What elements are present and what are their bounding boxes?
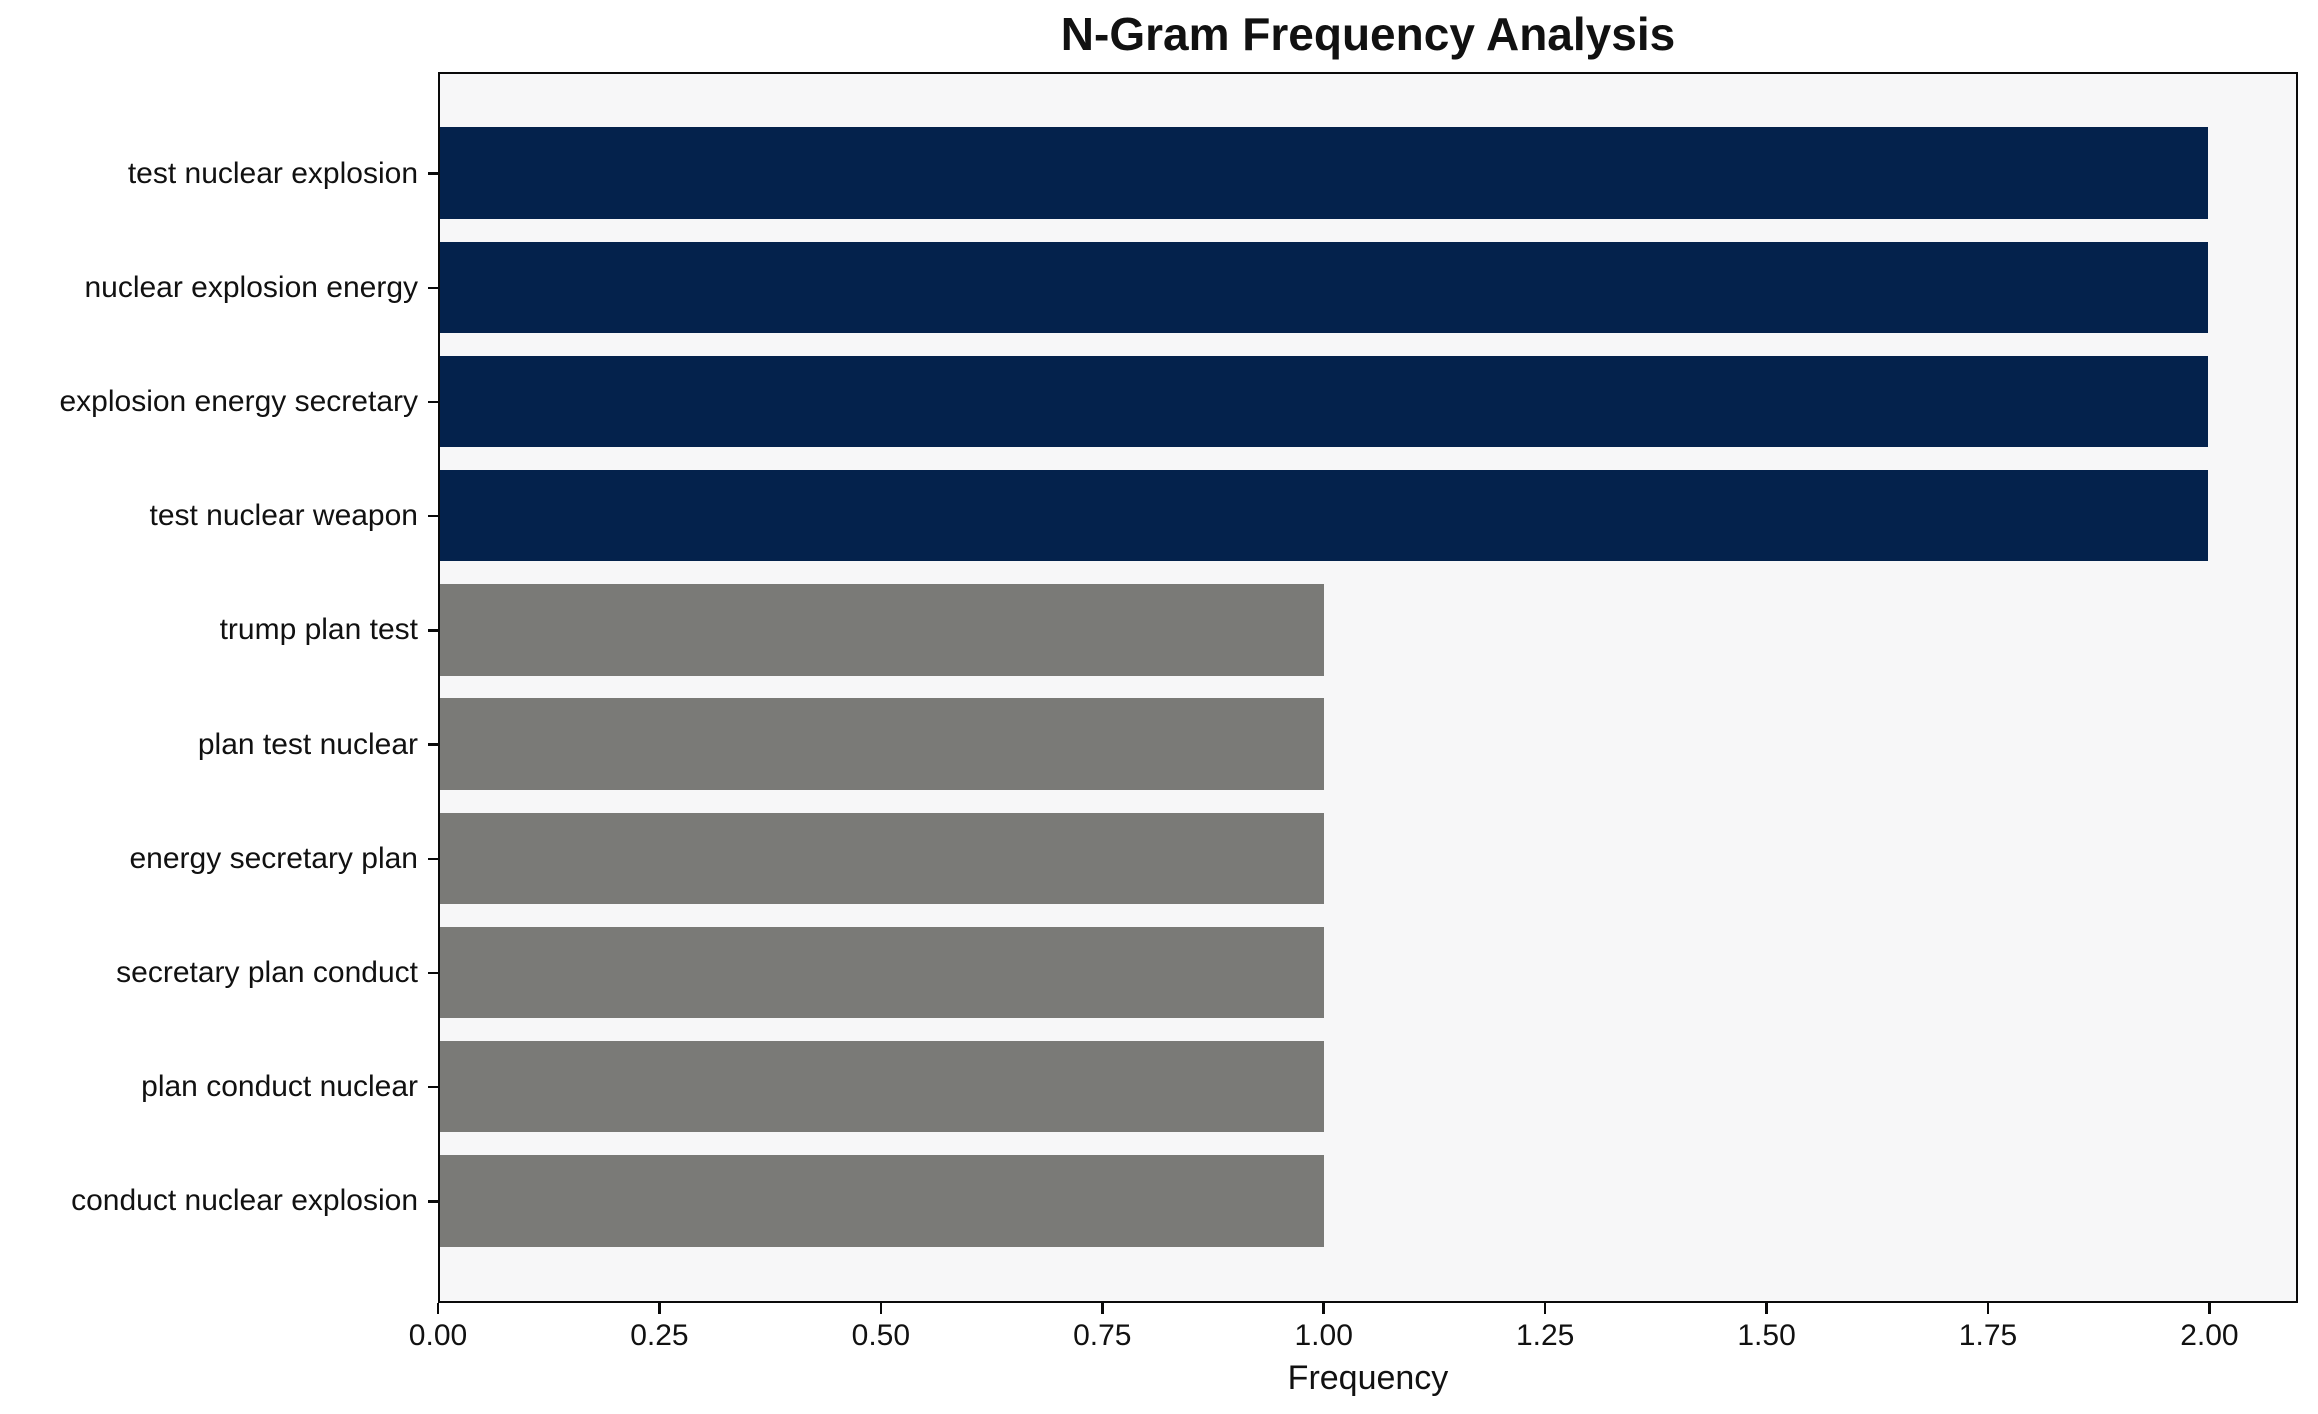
y-tick-mark xyxy=(428,629,438,632)
x-tick-label: 1.75 xyxy=(1958,1319,2018,1352)
y-tick-label: energy secretary plan xyxy=(129,841,419,875)
y-tick-label: test nuclear explosion xyxy=(127,156,418,190)
chart-title: N-Gram Frequency Analysis xyxy=(1060,8,1676,60)
x-tick-mark xyxy=(1322,1303,1325,1314)
x-tick-mark xyxy=(2208,1303,2211,1314)
x-tick-mark xyxy=(1101,1303,1104,1314)
y-tick-mark xyxy=(428,1085,438,1089)
y-tick-mark xyxy=(428,286,438,290)
x-tick-label: 1.00 xyxy=(1294,1319,1353,1352)
plot-area xyxy=(438,72,2298,1303)
y-tick-label: nuclear explosion energy xyxy=(84,270,418,304)
x-tick-label: 0.25 xyxy=(630,1319,689,1352)
x-tick-mark xyxy=(1765,1303,1768,1314)
bar xyxy=(440,241,2208,333)
y-tick-mark xyxy=(428,514,438,518)
x-tick-label: 1.50 xyxy=(1737,1319,1796,1352)
x-tick-label: 0.75 xyxy=(1073,1319,1132,1352)
y-tick-mark xyxy=(428,400,438,404)
x-tick-mark xyxy=(1986,1303,1990,1314)
y-tick-label: test nuclear weapon xyxy=(149,499,418,533)
bar xyxy=(440,1040,1324,1133)
x-tick-mark xyxy=(658,1303,661,1314)
x-tick-label: 2.00 xyxy=(2180,1319,2239,1352)
bar xyxy=(440,812,1324,904)
y-tick-label: plan test nuclear xyxy=(197,727,418,761)
x-tick-label: 0.00 xyxy=(408,1319,468,1352)
y-tick-label: plan conduct nuclear xyxy=(141,1070,418,1104)
bar xyxy=(440,127,2208,219)
bar xyxy=(440,926,1324,1019)
bar xyxy=(440,1155,1324,1247)
y-tick-label: secretary plan conduct xyxy=(116,955,418,989)
bar xyxy=(440,470,2208,562)
bar xyxy=(440,584,1324,676)
y-tick-label: explosion energy secretary xyxy=(59,385,418,419)
x-axis-label: Frequency xyxy=(1287,1359,1449,1397)
y-tick-label: trump plan test xyxy=(219,613,418,647)
bar xyxy=(440,698,1324,790)
x-tick-label: 1.25 xyxy=(1515,1319,1575,1352)
y-tick-mark xyxy=(428,743,438,746)
x-tick-mark xyxy=(879,1303,883,1314)
y-tick-mark xyxy=(428,172,438,175)
x-tick-label: 0.50 xyxy=(851,1319,911,1352)
x-tick-mark xyxy=(1543,1303,1547,1314)
bar xyxy=(440,355,2208,448)
y-tick-mark xyxy=(428,857,438,861)
x-tick-mark xyxy=(436,1303,440,1314)
y-tick-mark xyxy=(428,1200,438,1203)
y-tick-label: conduct nuclear explosion xyxy=(71,1184,418,1218)
y-tick-mark xyxy=(428,971,438,975)
